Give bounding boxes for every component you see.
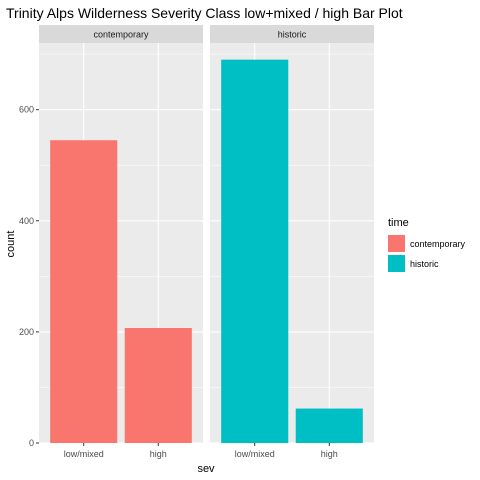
x-tick-label: low/mixed [235,449,275,459]
bar [295,408,363,443]
legend-label: historic [410,259,439,269]
x-tick-label: high [150,449,167,459]
chart-title: Trinity Alps Wilderness Severity Class l… [6,5,403,21]
facet-strip-label: historic [278,30,307,40]
y-axis-title: count [5,231,17,258]
facet-panel: historic low/mixed high [210,25,374,459]
facet-strip [39,25,203,43]
facet-panel: contemporary low/mixed high [39,25,203,459]
bar [221,59,289,444]
bar [50,140,118,443]
facet-panels: contemporary low/mixed high historic low/mix… [39,25,374,459]
legend-key [388,235,405,252]
bar [124,328,192,443]
y-tick-label: 600 [19,105,34,115]
x-axis-title: sev [197,463,215,475]
legend-label: contemporary [410,239,466,249]
x-tick-label: low/mixed [64,449,104,459]
x-tick-label: high [321,449,338,459]
legend-title: time [388,217,409,229]
y-tick-label: 200 [19,327,34,337]
y-tick-label: 400 [19,216,34,226]
legend-key [388,255,405,272]
y-axis: 0 200 400 600 [19,105,39,448]
y-tick-label: 0 [29,438,34,448]
facet-strip [210,25,374,43]
facet-strip-label: contemporary [93,30,149,40]
